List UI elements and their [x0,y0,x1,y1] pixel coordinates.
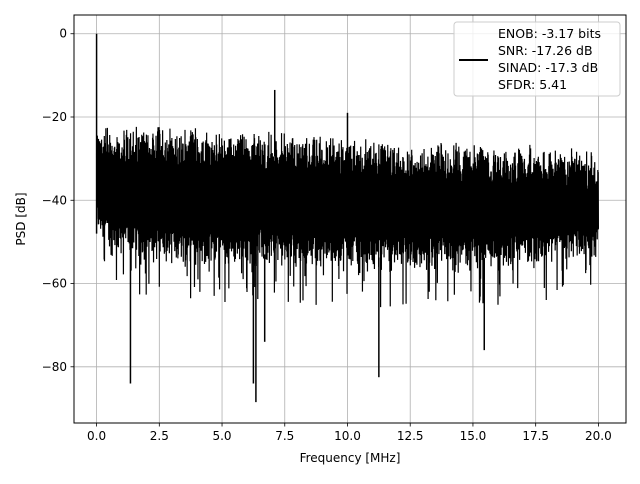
x-tick-label: 7.5 [275,429,294,443]
legend-enob-text: ENOB: -3.17 bits [498,26,601,41]
y-tick-label: 0 [59,27,67,41]
x-tick-label: 5.0 [212,429,231,443]
psd-trace [95,126,599,308]
y-tick-label: −80 [42,360,67,374]
legend-snr-text: SNR: -17.26 dB [498,43,593,58]
y-axis-ticks: 0 −20 −40 −60 −80 [42,27,74,374]
x-tick-label: 20.0 [585,429,612,443]
legend-sfdr-text: SFDR: 5.41 [498,77,567,92]
x-tick-label: 17.5 [522,429,549,443]
axes-frame [73,14,627,424]
plot-area [95,33,599,403]
legend-box [453,21,621,97]
x-tick-label: 12.5 [397,429,424,443]
y-axis-label: PSD [dB] [14,192,28,245]
x-tick-label: 10.0 [334,429,361,443]
y-tick-label: −40 [42,193,67,207]
y-tick-label: −20 [42,110,67,124]
x-axis-ticks: 0.0 2.5 5.0 7.5 10.0 12.5 15.0 17.5 20.0 [87,423,612,443]
x-tick-label: 2.5 [150,429,169,443]
x-tick-label: 0.0 [87,429,106,443]
legend: ENOB: -3.17 bits SNR: -17.26 dB SINAD: -… [453,21,621,97]
x-tick-label: 15.0 [460,429,487,443]
x-axis-label: Frequency [MHz] [300,451,401,465]
legend-sinad-text: SINAD: -17.3 dB [498,60,598,75]
y-tick-label: −60 [42,277,67,291]
